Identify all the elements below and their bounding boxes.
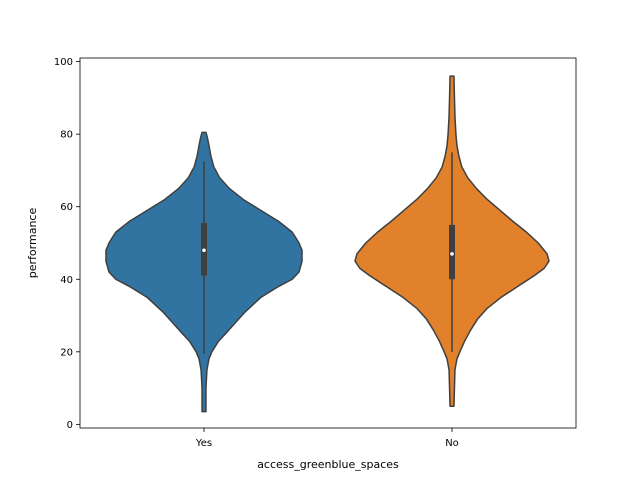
y-tick-label: 0 [67,420,73,431]
x-axis-label: access_greenblue_spaces [257,458,399,471]
x-axis: Yes No [195,428,459,449]
y-tick-label: 80 [60,130,73,141]
y-tick-label: 100 [54,57,73,68]
violin-no-median [450,252,454,256]
violins [105,75,550,413]
y-tick-label: 20 [60,347,73,358]
y-axis: 0 20 40 60 80 100 [54,57,80,431]
x-tick-label-no: No [445,438,459,449]
plot-frame [79,57,577,429]
violin-no-iqr-box [449,224,455,280]
x-tick-label-yes: Yes [195,438,212,449]
y-axis-label: performance [26,208,39,279]
y-tick-label: 40 [60,275,73,286]
violin-yes-median [202,248,206,253]
y-tick-label: 60 [60,202,73,213]
